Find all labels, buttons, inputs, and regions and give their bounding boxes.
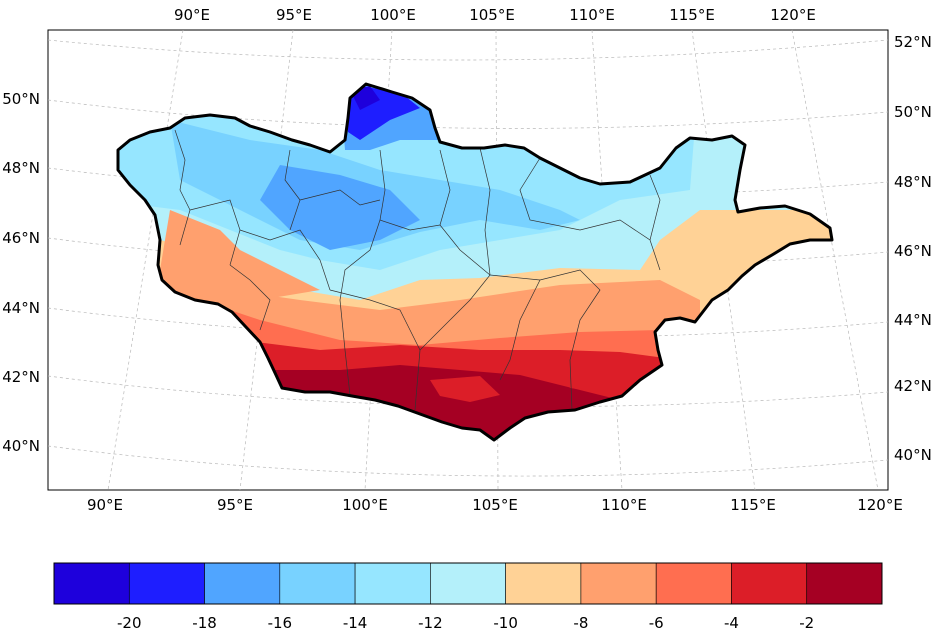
colorbar-swatch [53, 562, 130, 605]
top-lon-label: 120°E [770, 6, 816, 24]
colorbar: -20 -18 -16 -14 -12 -10 -8 -6 -4 -2 [53, 562, 883, 632]
top-longitude-labels: 90°E 95°E 100°E 105°E 110°E 115°E 120°E [174, 6, 816, 24]
right-lat-label: 44°N [894, 311, 932, 329]
colorbar-tick-label: -12 [418, 614, 443, 632]
colorbar-tick-label: -8 [573, 614, 588, 632]
mongolia-border [116, 82, 834, 442]
right-lat-label: 46°N [894, 242, 932, 260]
colorbar-tick-label: -4 [724, 614, 739, 632]
colorbar-tick-label: -18 [192, 614, 217, 632]
bottom-lon-label: 120°E [857, 496, 903, 514]
top-lon-label: 110°E [569, 6, 615, 24]
colorbar-tick-label: -10 [493, 614, 518, 632]
bottom-lon-label: 90°E [87, 496, 123, 514]
right-lat-label: 40°N [894, 446, 932, 464]
top-lon-label: 90°E [174, 6, 210, 24]
colorbar-swatch [204, 562, 281, 605]
colorbar-swatch [806, 562, 883, 605]
right-lat-label: 50°N [894, 103, 932, 121]
colorbar-tick-label: -16 [268, 614, 293, 632]
colorbar-swatch [731, 562, 808, 605]
colorbar-tick-label: -2 [799, 614, 814, 632]
bottom-lon-label: 115°E [730, 496, 776, 514]
colorbar-swatch [655, 562, 732, 605]
bottom-longitude-labels: 90°E 95°E 100°E 105°E 110°E 115°E 120°E [87, 496, 903, 514]
colorbar-tick-label: -6 [649, 614, 664, 632]
right-lat-label: 52°N [894, 33, 932, 51]
right-lat-label: 42°N [894, 377, 932, 395]
left-lat-label: 46°N [2, 229, 40, 247]
left-latitude-labels: 50°N 48°N 46°N 44°N 42°N 40°N [2, 90, 40, 455]
top-lon-label: 95°E [276, 6, 312, 24]
left-lat-label: 42°N [2, 368, 40, 386]
top-lon-label: 115°E [669, 6, 715, 24]
top-lon-label: 105°E [469, 6, 515, 24]
colorbar-outline [53, 562, 883, 605]
colorbar-swatch [128, 562, 205, 605]
colorbar-tick-label: -20 [117, 614, 142, 632]
right-latitude-labels: 52°N 50°N 48°N 46°N 44°N 42°N 40°N [894, 33, 932, 464]
top-lon-label: 100°E [370, 6, 416, 24]
colorbar-tick-label: -14 [343, 614, 368, 632]
colorbar-swatch [354, 562, 431, 605]
bottom-lon-label: 95°E [217, 496, 253, 514]
bottom-lon-label: 110°E [601, 496, 647, 514]
left-lat-label: 48°N [2, 159, 40, 177]
colorbar-swatch [430, 562, 506, 605]
colorbar-swatch [279, 562, 356, 605]
colorbar-swatch [580, 562, 657, 605]
bottom-lon-label: 100°E [342, 496, 388, 514]
left-lat-label: 40°N [2, 437, 40, 455]
left-lat-label: 44°N [2, 299, 40, 317]
left-lat-label: 50°N [2, 90, 40, 108]
bottom-lon-label: 105°E [472, 496, 518, 514]
colorbar-swatch [505, 562, 582, 605]
province-boundaries [174, 129, 661, 411]
right-lat-label: 48°N [894, 173, 932, 191]
